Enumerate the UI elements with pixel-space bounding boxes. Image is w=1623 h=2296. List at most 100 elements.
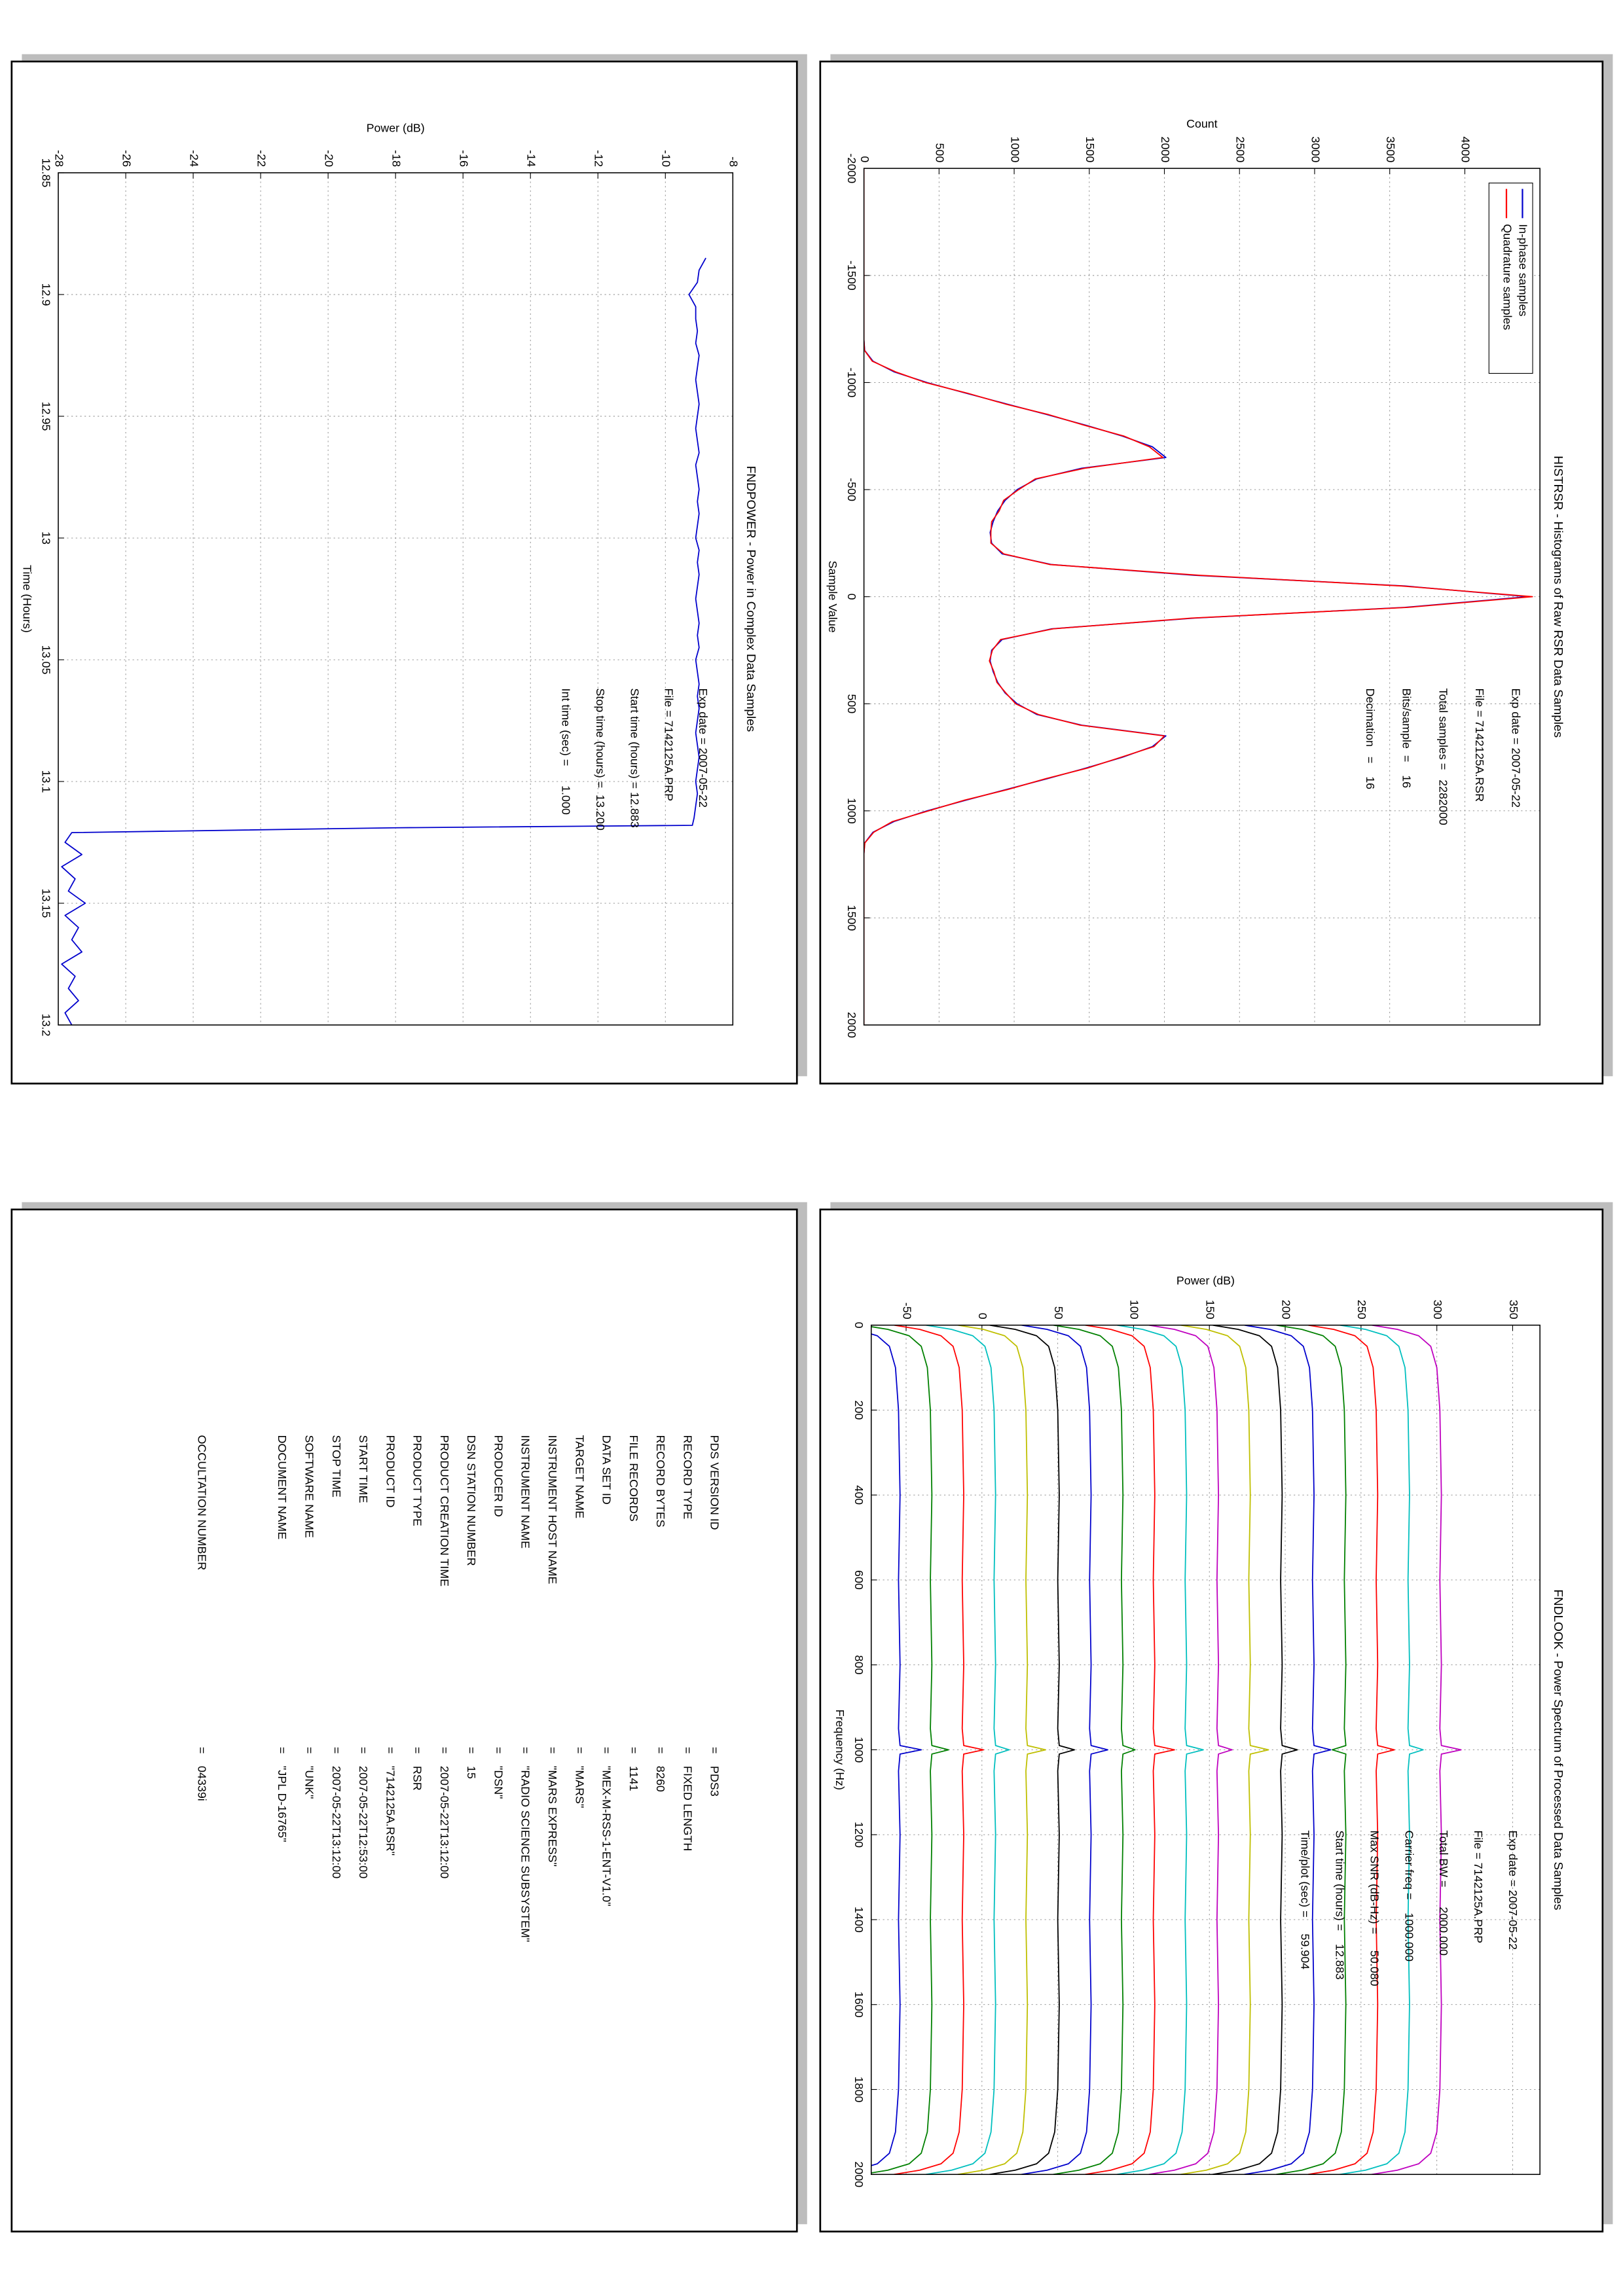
label-value: 8260: [654, 1766, 667, 1792]
annotation: Stop time (hours) = 13.200: [594, 688, 607, 830]
label-equals: =: [330, 1747, 343, 1753]
x-tick-label: 12.9: [39, 283, 52, 306]
y-tick-label: 500: [934, 143, 947, 162]
label-value: "JPL D-16765": [276, 1766, 289, 1842]
x-tick-label: -500: [845, 478, 858, 501]
y-axis-label: Power (dB): [367, 122, 425, 135]
annotation: Exp date = 2007-05-22: [1506, 1831, 1520, 1950]
label-key: PDS VERSION ID: [708, 1435, 721, 1530]
x-tick-label: 400: [852, 1485, 866, 1505]
label-key: STOP TIME: [330, 1435, 343, 1498]
label-equals: =: [357, 1747, 370, 1753]
annotation: File = 7142125A.PRP: [1472, 1831, 1485, 1944]
x-tick-label: -1000: [845, 368, 858, 398]
x-tick-label: -2000: [845, 153, 858, 183]
axes-box: [58, 172, 734, 1026]
y-tick-label: 0: [976, 1313, 989, 1319]
label-equals: =: [492, 1747, 505, 1753]
label-equals: =: [681, 1747, 694, 1753]
x-tick-label: 1600: [852, 1992, 866, 2018]
axes-box: [870, 1324, 1541, 2176]
y-tick-label: 2500: [1234, 137, 1247, 163]
label-equals: =: [465, 1747, 478, 1753]
x-tick-label: 13.2: [39, 1014, 52, 1037]
y-tick-label: 350: [1507, 1300, 1520, 1319]
legend-label: Quadrature samples: [1501, 224, 1514, 330]
label-value: 2007-05-22T12:53:00: [357, 1766, 370, 1878]
x-tick-label: 13.15: [39, 889, 52, 918]
label-key: RECORD TYPE: [681, 1435, 694, 1519]
x-tick-label: 0: [852, 1322, 866, 1329]
x-tick-label: 1000: [845, 798, 858, 824]
x-tick-label: 13: [39, 531, 52, 545]
y-tick-label: -20: [322, 150, 335, 167]
plot: 0200400600800100012001400160018002000-50…: [833, 1274, 1565, 2187]
annotation: Start time (hours) = 12.883: [628, 688, 641, 827]
annotation: Max SNR (dB-Hz) = 50.080: [1368, 1831, 1381, 1986]
x-tick-label: 1800: [852, 2077, 866, 2103]
y-tick-label: 150: [1204, 1300, 1217, 1319]
label-value: "DSN": [492, 1766, 505, 1799]
x-tick-label: 500: [845, 694, 858, 713]
x-axis-label: Time (Hours): [20, 565, 33, 633]
x-tick-label: 12.95: [39, 402, 52, 431]
x-tick-label: 12.85: [39, 158, 52, 188]
label-equals: =: [546, 1747, 559, 1753]
y-tick-label: 200: [1279, 1300, 1292, 1319]
y-tick-label: -8: [727, 156, 740, 167]
data-line: [871, 1325, 922, 2175]
label-key: INSTRUMENT HOST NAME: [546, 1435, 559, 1584]
x-tick-label: 200: [852, 1400, 866, 1420]
label-equals: =: [654, 1747, 667, 1753]
data-line: [1244, 1325, 1332, 2175]
label-key: TARGET NAME: [573, 1435, 586, 1518]
series-group: [871, 1325, 1462, 2175]
annotation: Decimation = 16: [1364, 688, 1377, 789]
label-equals: =: [438, 1747, 451, 1753]
x-axis-label: Sample Value: [826, 561, 839, 633]
annotation: File = 7142125A.PRP: [663, 688, 676, 801]
data-line: [1180, 1325, 1269, 2175]
x-tick-label: 13.05: [39, 645, 52, 675]
label-key: PRODUCT ID: [384, 1435, 397, 1507]
x-tick-label: 2000: [852, 2161, 866, 2187]
annotation: Bits/sample = 16: [1400, 688, 1413, 788]
y-tick-label: -16: [458, 150, 471, 167]
data-line: [871, 1325, 949, 2175]
y-tick-label: -10: [660, 150, 673, 167]
panel-frame: [10, 1208, 798, 2233]
y-tick-label: -14: [525, 150, 538, 167]
y-tick-label: 0: [858, 156, 871, 162]
label-key: DSN STATION NUMBER: [465, 1435, 478, 1566]
legend-box: [1488, 183, 1533, 374]
x-tick-label: 1000: [852, 1737, 866, 1763]
x-tick-label: 13.1: [39, 770, 52, 793]
label-value: "MARS EXPRESS": [546, 1766, 559, 1867]
y-tick-label: -26: [120, 150, 133, 167]
annotation: Time/plot (sec) = 59.904: [1298, 1831, 1311, 1970]
label-equals: =: [708, 1747, 721, 1753]
chart-title: FNDLOOK - Power Spectrum of Processed Da…: [1551, 1589, 1565, 1910]
y-tick-label: 100: [1128, 1300, 1141, 1319]
x-axis-label: Frequency (Hz): [833, 1710, 847, 1790]
label-value: RSR: [411, 1766, 424, 1791]
label-equals: =: [627, 1747, 640, 1753]
chart-title: FNDPOWER - Power in Complex Data Samples: [744, 466, 757, 732]
y-tick-label: -28: [52, 150, 65, 167]
label-value: "UNK": [303, 1766, 316, 1799]
x-tick-label: 2000: [845, 1012, 858, 1038]
axes-box: [863, 168, 1541, 1026]
x-tick-label: -1500: [845, 260, 858, 291]
label-value: 2007-05-22T13:12:00: [438, 1766, 451, 1878]
x-tick-label: 1500: [845, 905, 858, 931]
y-tick-label: 50: [1052, 1306, 1065, 1319]
label-key: DATA SET ID: [600, 1435, 613, 1504]
data-line: [864, 168, 1533, 1026]
label-value: 15: [465, 1766, 478, 1779]
y-tick-label: -24: [187, 150, 200, 167]
label-key: DOCUMENT NAME: [276, 1435, 289, 1539]
y-axis-label: Count: [1186, 117, 1218, 130]
